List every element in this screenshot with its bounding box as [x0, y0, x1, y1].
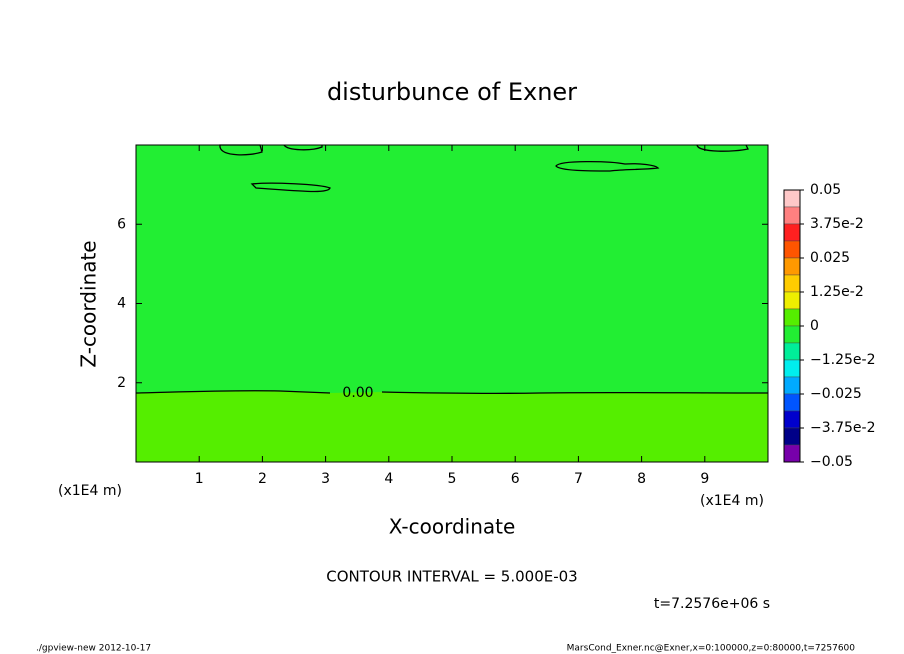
x-unit: (x1E4 m) — [700, 493, 764, 509]
colorbar-label: 3.75e-2 — [810, 216, 864, 232]
colorbar-box — [783, 274, 801, 293]
contour-fill — [136, 390, 768, 462]
time-label: t=7.2576e+06 s — [654, 596, 770, 612]
contour-line — [555, 160, 660, 172]
colorbar-label: −0.025 — [810, 386, 862, 402]
colorbar-box — [783, 308, 801, 327]
contour-lines — [135, 144, 769, 395]
contour-interval: CONTOUR INTERVAL = 5.000E-03 — [326, 568, 577, 586]
x-tick-label: 7 — [574, 471, 583, 487]
x-tick-label: 9 — [700, 471, 709, 487]
colorbar-box — [783, 257, 801, 276]
colorbar-box — [783, 223, 801, 242]
y-tick-label: 2 — [117, 375, 126, 391]
colorbar-box — [783, 427, 801, 446]
x-tick-label: 1 — [195, 471, 204, 487]
colorbar-label: −1.25e-2 — [810, 352, 875, 368]
colorbar-box — [783, 189, 801, 208]
y-axis-label: Z-coordinate — [77, 240, 101, 367]
contour-line — [135, 390, 769, 395]
contour-line — [219, 144, 263, 156]
contour-line — [283, 144, 323, 151]
footer-left: ./gpview-new 2012-10-17 — [36, 644, 151, 654]
x-axis-label: X-coordinate — [389, 515, 516, 539]
colorbar-box — [783, 359, 801, 378]
contour-line — [696, 144, 749, 152]
footer-right: MarsCond_Exner.nc@Exner,x=0:100000,z=0:8… — [567, 644, 856, 654]
colorbar-box — [783, 376, 801, 395]
colorbar-box — [783, 410, 801, 429]
colorbar-label: 0 — [810, 318, 819, 334]
colorbar-box — [783, 206, 801, 225]
colorbar-label: 0.025 — [810, 250, 850, 266]
colorbar-box — [783, 342, 801, 361]
colorbar-box — [783, 240, 801, 259]
colorbar-label: −3.75e-2 — [810, 420, 875, 436]
contour-label: 0.00 — [342, 385, 373, 401]
colorbar-label: −0.05 — [810, 454, 853, 470]
colorbar-label: 0.05 — [810, 182, 841, 198]
x-tick-label: 6 — [511, 471, 520, 487]
x-tick-label: 8 — [637, 471, 646, 487]
x-tick-label: 3 — [321, 471, 330, 487]
colorbar-box — [783, 444, 801, 463]
chart-title: disturbunce of Exner — [327, 78, 577, 106]
colorbar-box — [783, 325, 801, 344]
colorbar-box — [783, 393, 801, 412]
colorbar-label: 1.25e-2 — [810, 284, 864, 300]
contour-line — [250, 182, 331, 193]
colorbar-box — [783, 291, 801, 310]
x-tick-label: 2 — [258, 471, 267, 487]
y-tick-label: 6 — [117, 216, 126, 232]
y-tick-label: 4 — [117, 296, 126, 312]
y-unit: (x1E4 m) — [58, 483, 122, 499]
x-tick-label: 4 — [384, 471, 393, 487]
x-tick-label: 5 — [448, 471, 457, 487]
